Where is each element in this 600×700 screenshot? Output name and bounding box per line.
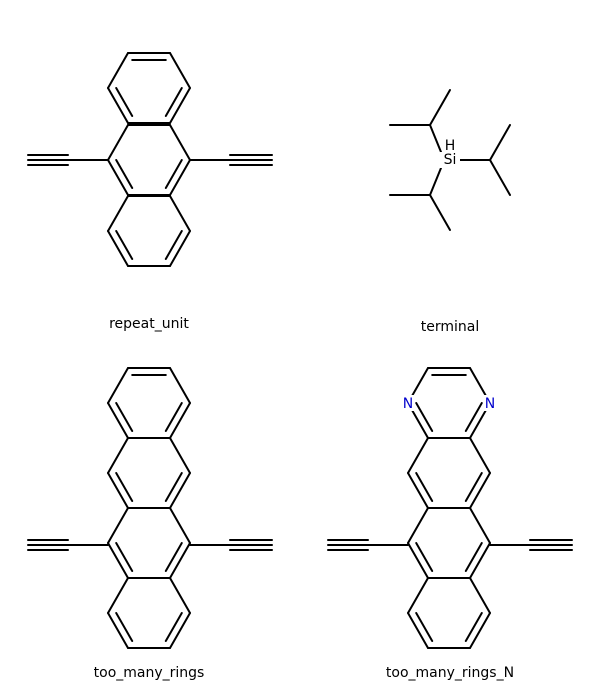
bond [415,472,434,502]
bond [164,87,183,117]
bond [107,230,129,267]
bond [107,402,129,439]
bond [415,612,434,642]
bond [469,577,491,614]
bond [115,472,134,502]
bond [115,402,134,432]
atom-bg [483,395,497,411]
bond [164,230,183,260]
bond [169,577,191,614]
bond [169,124,191,161]
bond [429,124,442,153]
bond [115,159,134,189]
bond [107,195,129,232]
bond [469,507,491,544]
bond [164,402,183,432]
bond [169,402,191,439]
bond [464,472,483,502]
bond [169,52,191,89]
atom-bg [440,152,460,168]
bond [464,542,483,572]
bond [164,472,183,502]
bond [464,402,483,432]
bond [407,472,429,509]
bond [169,542,191,579]
bond [164,159,183,189]
bond [489,159,511,196]
bond [169,195,191,232]
bond [115,542,134,572]
bond [164,612,183,642]
bond [469,437,491,474]
bond [169,437,191,474]
bonds [27,52,573,649]
bond [107,507,129,544]
bond [407,507,429,544]
bond [115,87,134,117]
bond [169,367,191,404]
bond [169,507,191,544]
bond [107,159,129,196]
atom-bg [443,138,457,153]
bond [469,542,491,579]
bond [164,542,183,572]
bond [115,230,134,260]
molecule-label: repeat_unit [109,316,189,332]
bond [107,52,129,89]
atom-label: N [403,396,413,412]
bond [415,402,434,432]
bond [107,577,129,614]
bond [169,87,191,124]
bond [469,612,491,649]
bond [469,472,491,509]
bond [107,437,129,474]
bond [407,577,429,614]
bond [169,472,191,509]
bond [107,612,129,649]
bond [107,87,129,124]
bond [107,542,129,579]
bond [407,437,429,474]
molecule-label: too_many_rings_N [386,665,514,681]
atom-label: H [445,138,456,154]
bond [407,542,429,579]
bond [107,472,129,509]
atom-label: Si [444,152,457,168]
bond [107,124,129,161]
bond [407,612,429,649]
atom-bg [401,395,415,411]
atom-label: N [485,396,495,412]
bond [464,612,483,642]
bond [169,612,191,649]
bond [489,124,511,161]
molecule-label: too_many_rings [94,665,205,681]
bond [429,194,451,231]
bond [415,542,434,572]
molecule-label: terminal [421,319,479,335]
bond [169,230,191,267]
bond [107,367,129,404]
bond [169,159,191,196]
bond [429,89,451,126]
bond [429,167,442,196]
bond [115,612,134,642]
